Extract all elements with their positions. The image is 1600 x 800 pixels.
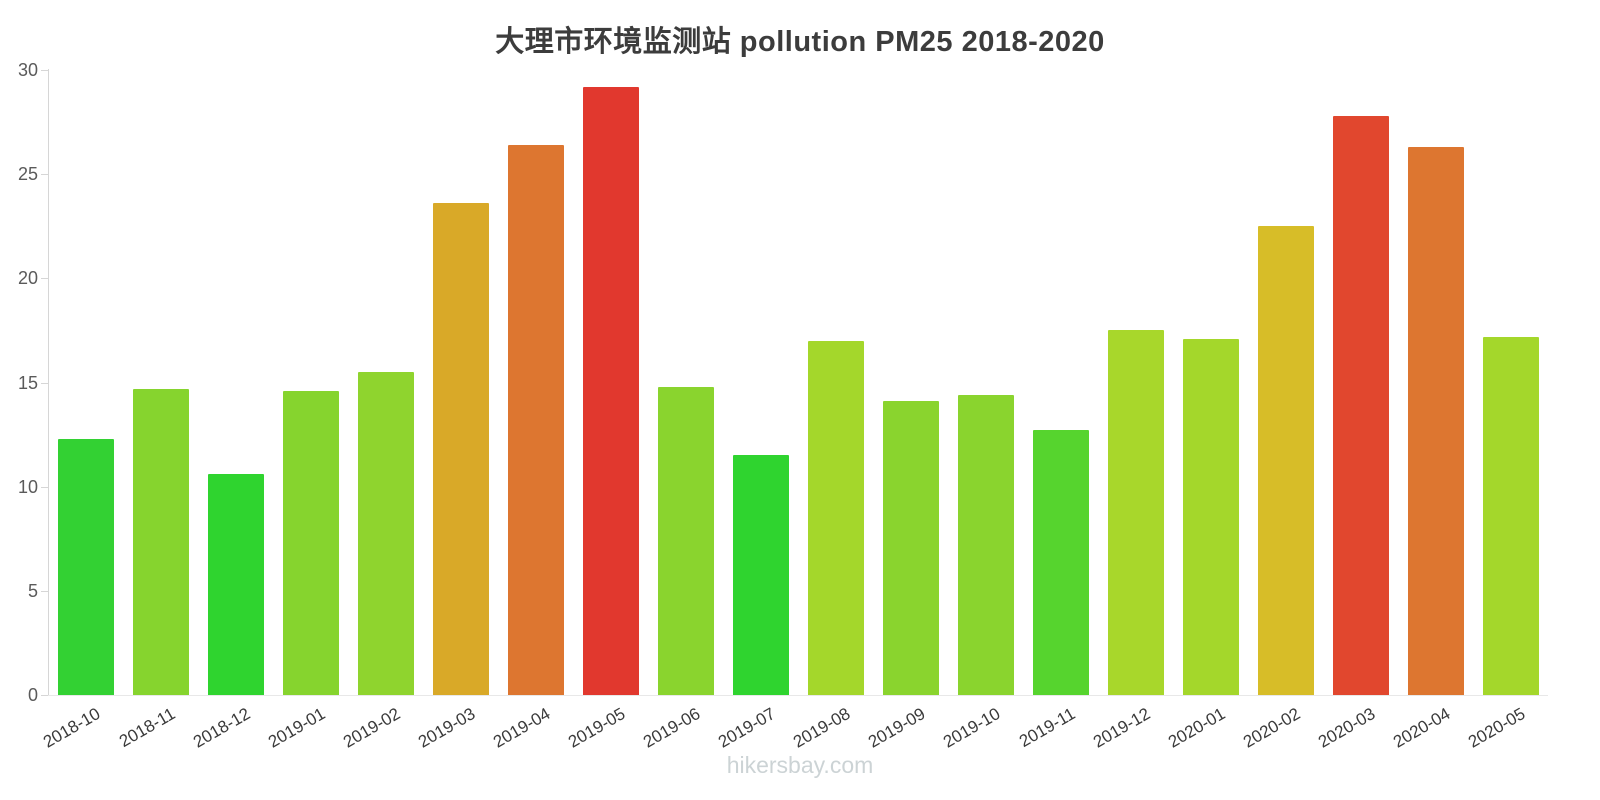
bar-2020-04[interactable] [1407,147,1464,695]
y-axis-label: 25 [17,164,38,185]
y-axis-tick [41,70,48,71]
bar-2019-02[interactable] [357,372,414,695]
bar-2020-02[interactable] [1257,226,1314,695]
plot-area [48,70,1548,695]
bar-2019-01[interactable] [282,390,339,695]
chart-title: 大理市环境监测站 pollution PM25 2018-2020 [495,26,1105,58]
watermark: hikersbay.com [726,752,874,778]
y-axis-line [48,69,49,696]
y-axis-label: 5 [27,580,38,601]
y-axis-label: 0 [27,685,38,705]
bar-2019-12[interactable] [1107,330,1164,695]
bar-2019-07[interactable] [732,455,789,695]
y-axis-label: 30 [17,60,38,80]
bar-2019-11[interactable] [1032,430,1089,695]
bar-2020-01[interactable] [1182,338,1239,695]
bar-2018-12[interactable] [207,474,264,695]
bar-2019-05[interactable] [582,86,639,695]
y-axis-label: 10 [17,476,38,497]
y-axis-tick [41,590,48,592]
y-axis-tick [41,174,48,176]
bar-2019-06[interactable] [657,386,714,695]
bar-2020-05[interactable] [1482,336,1539,695]
bar-2018-10[interactable] [57,438,114,695]
bar-2020-03[interactable] [1332,115,1389,695]
y-axis-label: 15 [17,372,38,393]
y-axis-tick [41,695,48,696]
x-axis-line [48,695,1548,696]
bar-2018-11[interactable] [132,388,189,695]
bar-2019-04[interactable] [507,145,564,695]
bar-2019-08[interactable] [807,340,864,695]
y-axis-label: 20 [17,268,38,289]
bar-2019-10[interactable] [957,395,1014,695]
bar-2019-03[interactable] [432,203,489,695]
y-axis-tick [41,278,48,280]
y-axis-tick [41,382,48,384]
y-axis-tick [41,486,48,488]
bar-2019-09[interactable] [882,401,939,695]
